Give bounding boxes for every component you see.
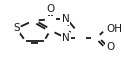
Text: O: O <box>46 4 54 14</box>
Text: O: O <box>106 42 114 52</box>
Text: OH: OH <box>106 24 122 34</box>
Text: N: N <box>62 14 69 24</box>
Text: N: N <box>62 33 69 43</box>
Text: S: S <box>13 23 20 34</box>
